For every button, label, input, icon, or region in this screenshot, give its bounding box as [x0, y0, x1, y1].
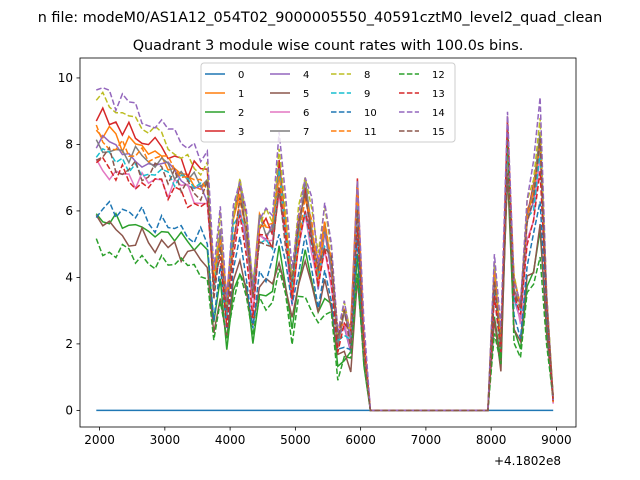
legend-label: 13	[432, 89, 445, 100]
legend-label: 14	[432, 108, 445, 119]
y-axis: 0 2 4 6 8 10	[58, 71, 80, 417]
chart-title: Quadrant 3 module wise count rates with …	[133, 38, 524, 54]
series-line-5	[95, 156, 554, 412]
legend-label: 10	[364, 108, 377, 119]
series-line-13	[95, 116, 554, 412]
series-line-2	[95, 171, 554, 412]
legend-label: 4	[303, 70, 309, 81]
x-tick-label: 9000	[541, 433, 572, 447]
x-tick-label: 2000	[84, 433, 115, 447]
figure-suptitle: n file: modeM0/AS1A12_054T02_9000005550_…	[38, 10, 603, 26]
x-tick-label: 7000	[411, 433, 442, 447]
legend-label: 12	[432, 70, 445, 81]
y-tick-label: 10	[58, 71, 73, 85]
legend-label: 9	[364, 89, 370, 100]
series-line-10	[95, 131, 554, 412]
series-line-14	[96, 86, 554, 412]
x-tick-label: 3000	[150, 433, 181, 447]
legend-label: 1	[238, 89, 244, 100]
x-tick-label: 5000	[280, 433, 311, 447]
x-tick-label: 4000	[215, 433, 246, 447]
y-tick-label: 0	[65, 403, 73, 417]
axes-frame	[79, 57, 577, 428]
legend-label: 7	[303, 127, 309, 138]
legend-label: 0	[238, 70, 244, 81]
y-tick-label: 6	[65, 204, 73, 218]
x-axis: 2000 3000 4000 5000 6000 7000 8000 9000	[84, 427, 572, 447]
y-tick-label: 2	[65, 337, 73, 351]
x-offset-label: +4.1802e8	[494, 454, 561, 468]
series-line-11	[95, 124, 554, 412]
legend-box	[200, 62, 456, 143]
legend-label: 8	[364, 70, 370, 81]
series-line-1	[95, 125, 554, 412]
legend-label: 15	[432, 127, 445, 138]
y-tick-label: 4	[65, 270, 73, 284]
legend-label: 2	[238, 108, 244, 119]
legend-label: 11	[364, 127, 377, 138]
series-line-12	[95, 121, 554, 412]
series-line-15	[95, 138, 554, 412]
x-tick-label: 8000	[476, 433, 507, 447]
plot-lines	[95, 86, 554, 412]
x-tick-label: 6000	[345, 433, 376, 447]
legend-label: 3	[238, 127, 244, 138]
y-tick-label: 8	[65, 137, 73, 151]
legend-label: 6	[303, 108, 309, 119]
legend-label: 5	[303, 89, 309, 100]
